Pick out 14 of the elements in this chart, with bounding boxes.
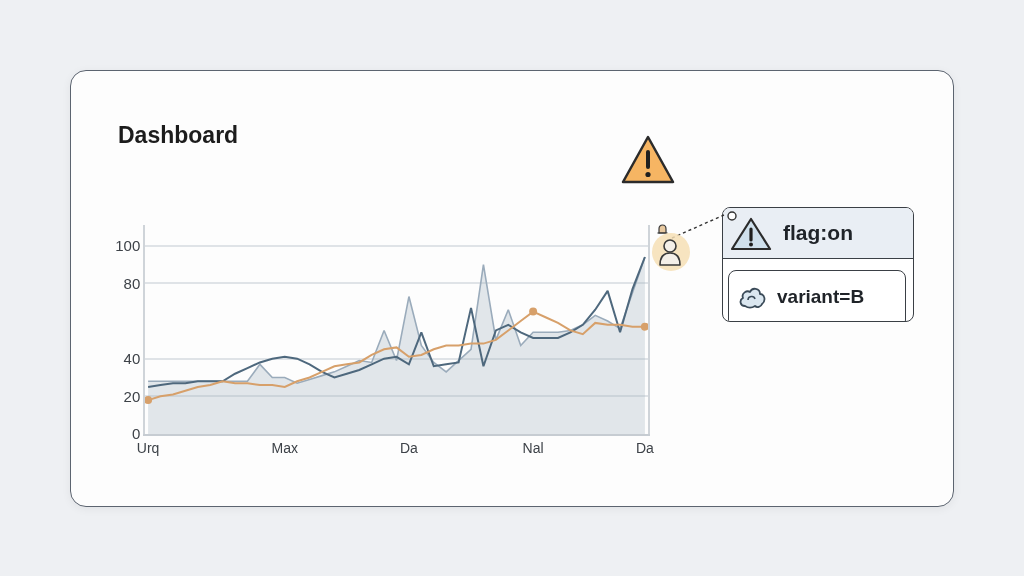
x-tick-label: Da	[635, 439, 655, 456]
point	[145, 396, 153, 405]
y-tick-label: 80	[123, 274, 141, 292]
line-series	[147, 256, 646, 388]
point	[529, 307, 538, 316]
chart-title: Dashboard	[118, 122, 239, 149]
y-tick-label: 20	[123, 387, 141, 405]
x-tick-label: Max	[271, 439, 298, 456]
x-tick-label: Nal	[522, 439, 544, 456]
point	[640, 322, 648, 331]
x-tick-label: Da	[399, 439, 419, 456]
y-tick-label: 40	[123, 349, 141, 367]
y-tick-label: 100	[115, 236, 141, 254]
tooltip-panel: flag:on variant=B	[722, 207, 914, 322]
